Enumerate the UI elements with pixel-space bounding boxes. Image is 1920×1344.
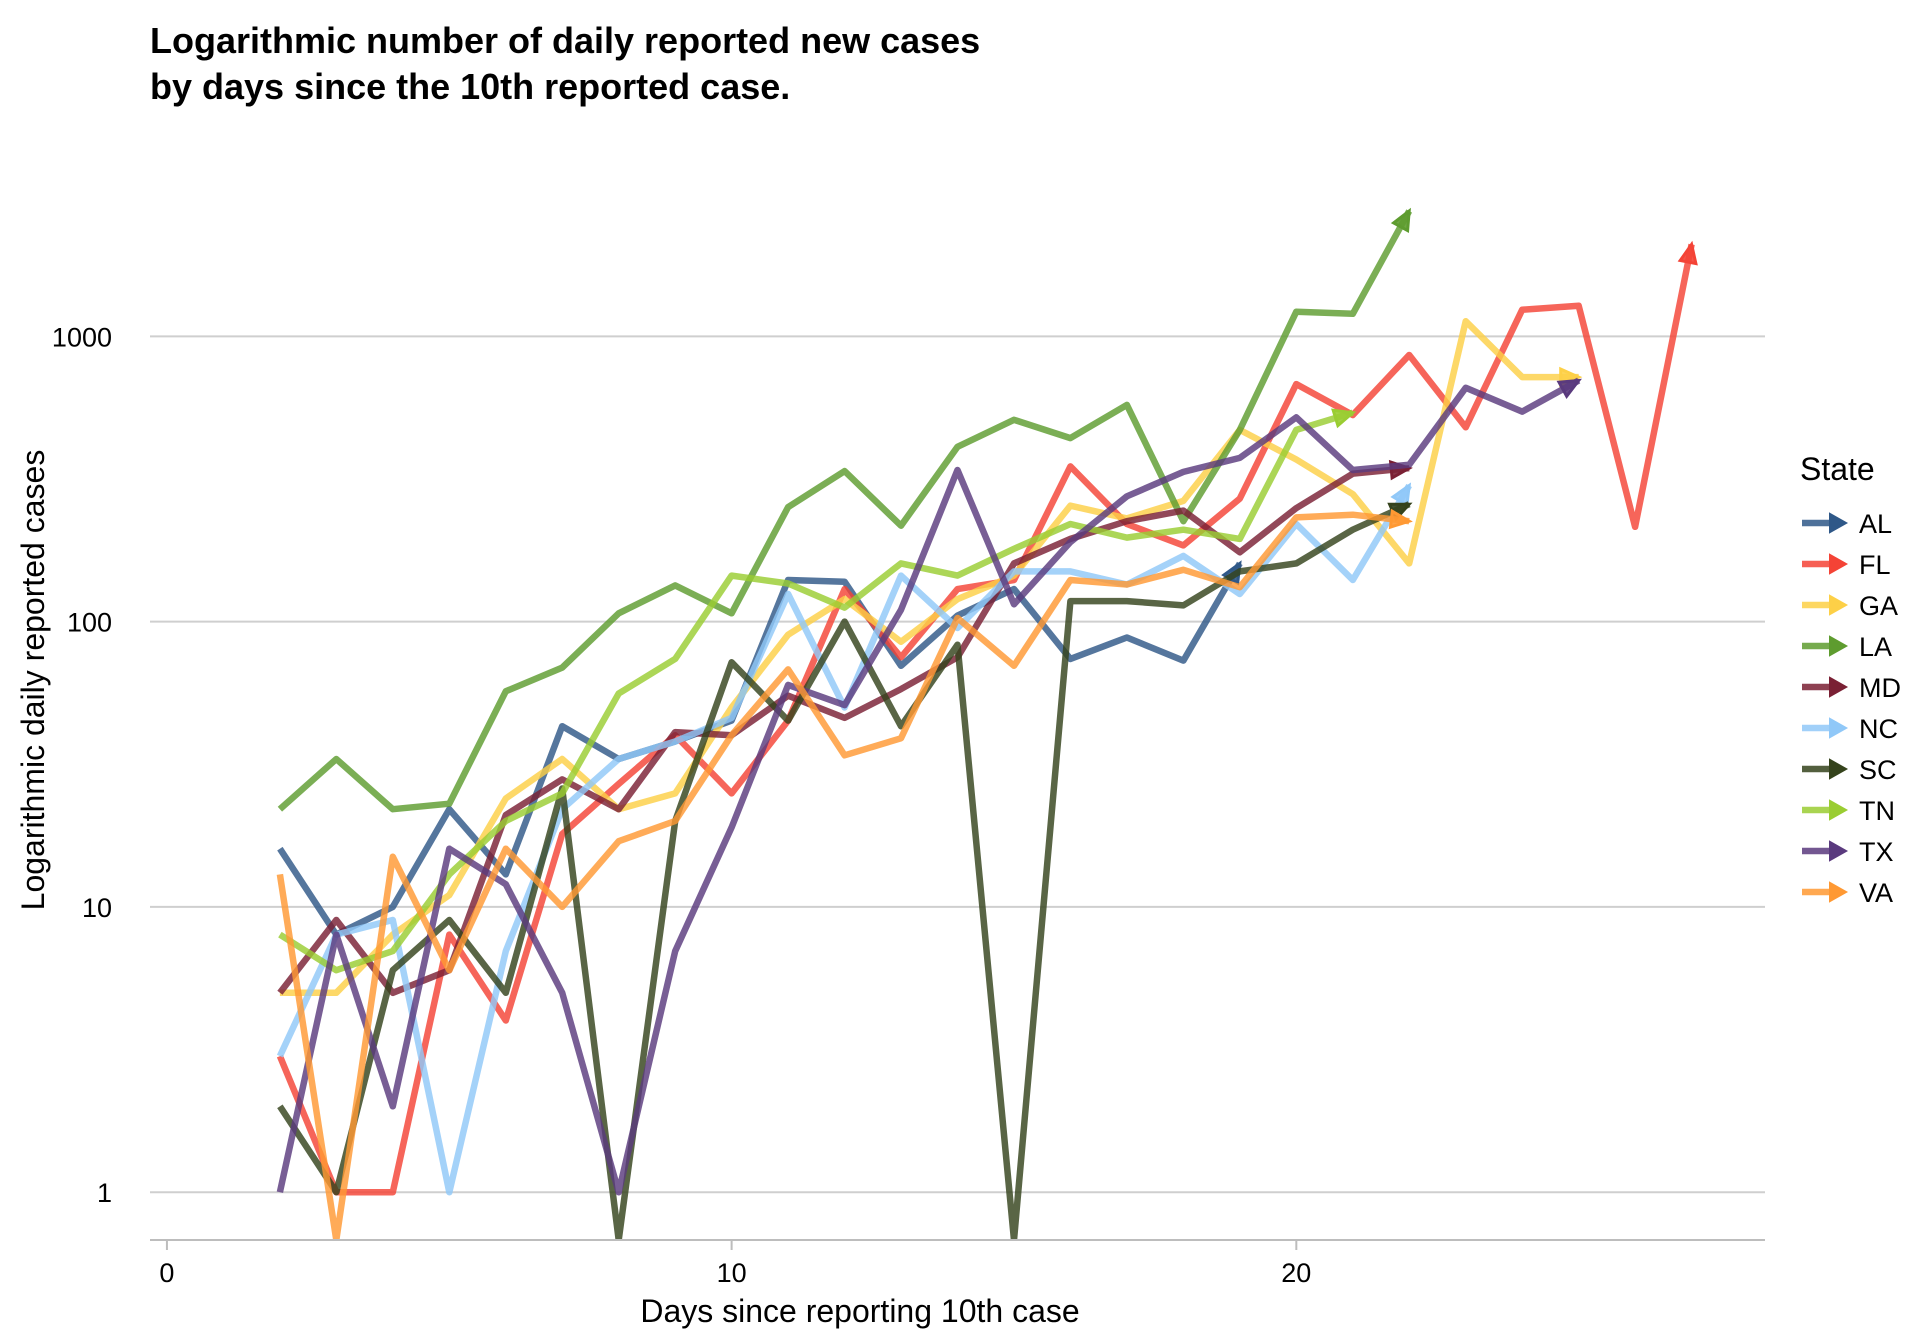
- x-axis-label: Days since reporting 10th case: [640, 1293, 1079, 1329]
- legend-label: TX: [1859, 837, 1894, 867]
- legend-key-arrow: [1829, 594, 1849, 616]
- legend-key-arrow: [1829, 553, 1849, 575]
- legend-title: State: [1800, 451, 1875, 487]
- legend-item-va: VA: [1802, 878, 1893, 908]
- legend-item-nc: NC: [1802, 714, 1898, 744]
- legend-label: MD: [1859, 673, 1901, 703]
- series-line-tn: [278, 409, 1354, 974]
- legend-label: AL: [1859, 509, 1892, 539]
- legend-label: SC: [1859, 755, 1897, 785]
- legend-label: NC: [1859, 714, 1898, 744]
- legend-key-arrow: [1829, 717, 1849, 739]
- x-tick-label: 10: [717, 1258, 747, 1288]
- legend-label: GA: [1859, 591, 1898, 621]
- legend-key-arrow: [1829, 676, 1849, 698]
- series-tn: [278, 408, 1357, 974]
- series-arrowhead-va: [1388, 508, 1413, 530]
- series-line-md: [277, 464, 1410, 997]
- y-tick-label: 1: [97, 1178, 112, 1208]
- legend-item-md: MD: [1802, 673, 1901, 703]
- series-va: [276, 508, 1413, 1240]
- legend-item-ga: GA: [1802, 591, 1898, 621]
- series-arrowhead-fl: [1677, 240, 1698, 266]
- y-tick-label: 100: [67, 608, 112, 638]
- series-arrowhead-tx: [1556, 378, 1582, 399]
- series-lines: [276, 207, 1698, 1240]
- legend-label: VA: [1859, 878, 1893, 908]
- legend-key-arrow: [1829, 840, 1849, 862]
- series-tx: [276, 377, 1582, 1196]
- legend-item-tn: TN: [1802, 796, 1895, 826]
- series-arrowhead-nc: [1390, 482, 1412, 508]
- legend-label: TN: [1859, 796, 1895, 826]
- legend-item-al: AL: [1802, 509, 1892, 539]
- series-arrowhead-la: [1390, 207, 1411, 234]
- y-tick-label: 10: [82, 893, 112, 923]
- legend-key-arrow: [1829, 512, 1849, 534]
- x-tick-label: 20: [1281, 1258, 1311, 1288]
- series-line-tx: [276, 377, 1581, 1196]
- legend-item-sc: SC: [1802, 755, 1897, 785]
- legend-key-arrow: [1829, 635, 1849, 657]
- x-tick-label: 0: [159, 1258, 174, 1288]
- series-arrowhead-tn: [1331, 408, 1357, 429]
- series-line-va: [276, 511, 1410, 1240]
- chart-title: Logarithmic number of daily reported new…: [150, 18, 980, 110]
- axes: 1 10 100 1000 0 10 20: [52, 322, 1765, 1288]
- grid-lines: [150, 335, 1765, 1194]
- legend-label: FL: [1859, 550, 1891, 580]
- legend-key-arrow: [1829, 799, 1849, 821]
- legend-item-la: LA: [1802, 632, 1892, 662]
- legend-key-arrow: [1829, 881, 1849, 903]
- legend-item-fl: FL: [1802, 550, 1891, 580]
- legend-label: LA: [1859, 632, 1892, 662]
- legend-key-arrow: [1829, 758, 1849, 780]
- legend-item-tx: TX: [1802, 837, 1894, 867]
- chart-title-line-2: by days since the 10th reported case.: [150, 66, 791, 107]
- y-axis-label: Logarithmic daily reported cases: [15, 450, 51, 911]
- series-line-ga: [279, 317, 1579, 997]
- y-tick-label: 1000: [52, 322, 112, 352]
- chart-title-line-1: Logarithmic number of daily reported new…: [150, 20, 981, 61]
- legend: State AL FL GA LA MD NC SC TN TX VA: [1800, 451, 1901, 908]
